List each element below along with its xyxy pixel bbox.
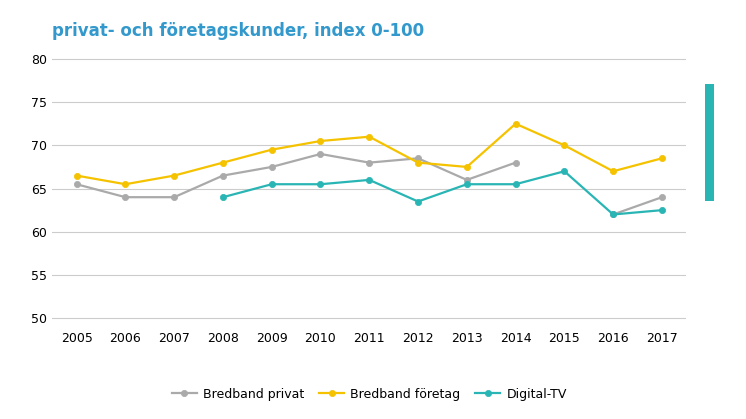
Bredband privat xyxy=(316,151,325,156)
Legend: Bredband privat, Bredband företag, Digital-TV: Bredband privat, Bredband företag, Digit… xyxy=(166,383,572,406)
Text: privat- och företagskunder, index 0-100: privat- och företagskunder, index 0-100 xyxy=(52,22,424,40)
Bredband privat xyxy=(72,182,81,187)
Bredband privat xyxy=(169,195,178,200)
Digital-TV xyxy=(267,182,276,187)
Digital-TV xyxy=(609,212,618,217)
Bredband företag xyxy=(365,134,374,139)
Digital-TV xyxy=(463,182,471,187)
Digital-TV xyxy=(365,177,374,182)
Bredband privat xyxy=(219,173,228,178)
Digital-TV xyxy=(511,182,520,187)
Bredband företag xyxy=(657,156,666,161)
Bredband företag xyxy=(511,121,520,126)
Digital-TV xyxy=(219,195,228,200)
Bredband privat xyxy=(121,195,130,200)
Line: Digital-TV: Digital-TV xyxy=(220,168,665,217)
Bredband företag xyxy=(169,173,178,178)
Digital-TV xyxy=(657,208,666,213)
Line: Bredband företag: Bredband företag xyxy=(74,121,665,187)
Bredband företag xyxy=(219,160,228,165)
Bredband privat xyxy=(413,156,422,161)
Bredband företag xyxy=(121,182,130,187)
Digital-TV xyxy=(413,199,422,204)
Bredband privat xyxy=(365,160,374,165)
Bredband privat xyxy=(511,160,520,165)
Digital-TV xyxy=(560,169,569,174)
Digital-TV xyxy=(316,182,325,187)
Bredband privat xyxy=(463,177,471,182)
Bredband företag xyxy=(463,164,471,169)
Bredband privat xyxy=(267,164,276,169)
Bredband företag xyxy=(316,139,325,144)
Bredband företag xyxy=(72,173,81,178)
Bredband företag xyxy=(267,147,276,152)
Line: Bredband privat: Bredband privat xyxy=(74,151,518,200)
Bredband företag xyxy=(560,143,569,148)
Bredband företag xyxy=(413,160,422,165)
Bredband företag xyxy=(609,169,618,174)
